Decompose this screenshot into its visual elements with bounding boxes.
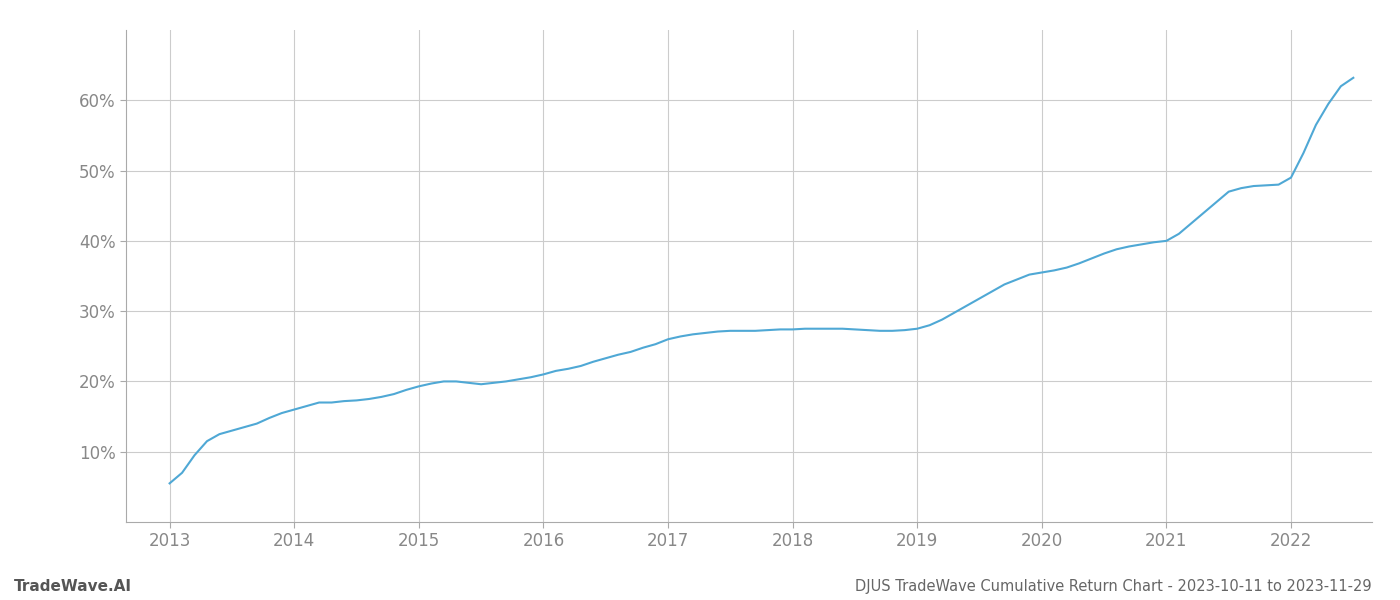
Text: TradeWave.AI: TradeWave.AI — [14, 579, 132, 594]
Text: DJUS TradeWave Cumulative Return Chart - 2023-10-11 to 2023-11-29: DJUS TradeWave Cumulative Return Chart -… — [855, 579, 1372, 594]
